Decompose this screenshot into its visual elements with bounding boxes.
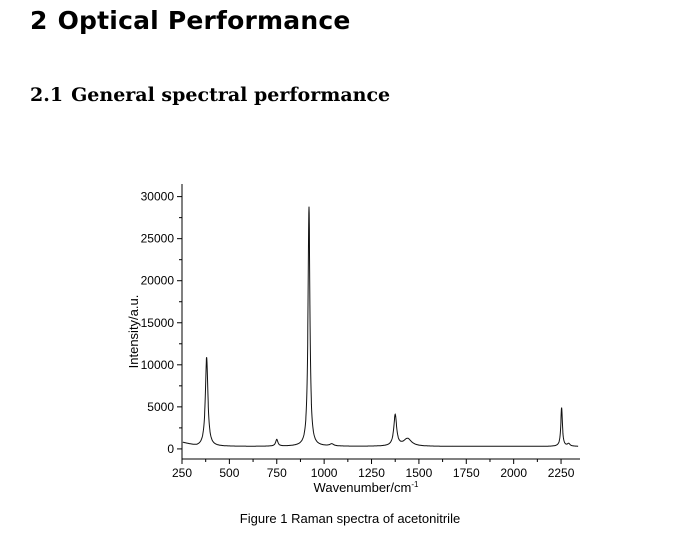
subsection-heading: 2.1 General spectral performance: [30, 84, 390, 106]
section-number: 2: [30, 6, 48, 35]
y-tick-label: 30000: [141, 190, 175, 204]
y-tick-label: 15000: [141, 316, 175, 330]
x-tick-label: 500: [219, 466, 239, 480]
x-tick-label: 250: [172, 466, 192, 480]
x-tick-label: 1750: [453, 466, 480, 480]
x-axis-label-superscript: -1: [411, 480, 419, 489]
section-heading: 2 Optical Performance: [30, 6, 351, 35]
x-axis-label: Wavenumber/cm-1: [314, 480, 419, 495]
raman-spectrum-chart: 0 5000 10000 15000 20000 25000 30000 250 500 750 1…: [126, 184, 580, 495]
y-tick-label: 25000: [141, 232, 175, 246]
y-tick-label: 10000: [141, 358, 175, 372]
section-title: Optical Performance: [57, 6, 351, 35]
x-tick-label: 2250: [548, 466, 575, 480]
subsection-number: 2.1: [30, 84, 64, 106]
x-tick-label: 1250: [358, 466, 385, 480]
subsection-title: General spectral performance: [71, 84, 391, 106]
x-tick-label: 2000: [500, 466, 527, 480]
spectrum-line: [182, 206, 579, 447]
x-tick-label: 1000: [311, 466, 338, 480]
y-tick-label: 5000: [147, 400, 174, 414]
x-tick-label: 1500: [406, 466, 433, 480]
y-tick-label: 20000: [141, 274, 175, 288]
figure-caption: Figure 1 Raman spectra of acetonitrile: [239, 511, 461, 526]
y-tick-label: 0: [167, 442, 174, 456]
x-axis-label-text: Wavenumber/cm: [314, 480, 412, 495]
y-axis-label: Intensity/a.u.: [126, 295, 141, 369]
x-tick-label: 750: [267, 466, 287, 480]
